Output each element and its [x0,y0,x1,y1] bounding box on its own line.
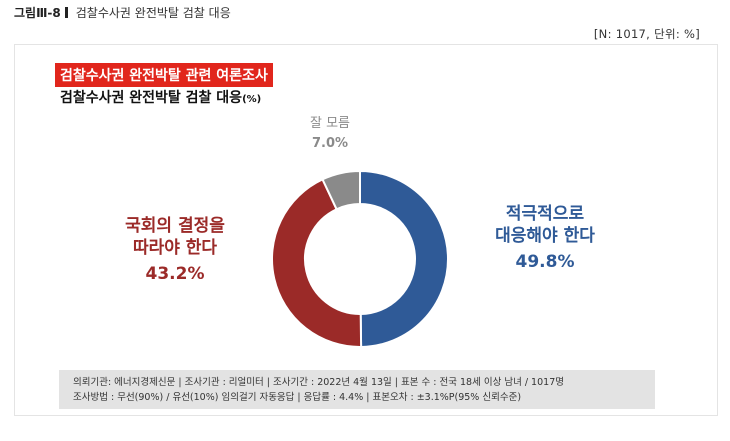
chart-title-highlight: 검찰수사권 완전박탈 관련 여론조사 [55,63,273,87]
slice-category-line: 잘 모름 [309,116,350,131]
figure-caption: 검찰수사권 완전박탈 검찰 대응 [75,6,231,20]
figure-divider [64,7,68,18]
slice-category-line: 대응해야 한다 [495,226,595,246]
slice-label-follow-assembly: 국회의 결정을 따라야 한다 43.2% [110,215,240,285]
donut-slice-aggressive [359,169,449,349]
survey-info-box: 의뢰기관: 에너지경제신문 | 조사기관 : 리얼미터 | 조사기간 : 202… [59,370,655,409]
figure-note: [N: 1017, 단위: %] [593,27,700,41]
chart-title-unit: (%) [242,94,262,105]
figure-number: 그림Ⅲ-8 [14,6,61,20]
survey-info-line: 의뢰기관: 에너지경제신문 | 조사기관 : 리얼미터 | 조사기간 : 202… [73,377,564,388]
slice-category-line: 따라야 한다 [132,238,218,258]
slice-value: 7.0% [311,136,349,151]
slice-category-line: 적극적으로 [505,204,585,224]
slice-label-dont-know: 잘 모름 7.0% [285,115,375,153]
slice-value: 49.8% [515,252,575,272]
donut-slice-follow-assembly [271,178,363,348]
figure-header: 그림Ⅲ-8 검찰수사권 완전박탈 검찰 대응 [14,4,231,21]
slice-value: 43.2% [145,264,205,284]
chart-panel: 검찰수사권 완전박탈 관련 여론조사 검찰수사권 완전박탈 검찰 대응(%) 적… [14,44,718,416]
slice-label-aggressive: 적극적으로 대응해야 한다 49.8% [460,203,630,273]
slice-category-line: 국회의 결정을 [125,216,225,236]
chart-title: 검찰수사권 완전박탈 검찰 대응(%) [60,87,261,107]
donut-chart [271,169,449,349]
survey-info-line: 조사방법 : 무선(90%) / 유선(10%) 임의걸기 자동응답 | 응답률… [73,392,522,403]
donut-slice-dont-know [321,169,361,211]
chart-title-text: 검찰수사권 완전박탈 검찰 대응 [60,90,243,106]
